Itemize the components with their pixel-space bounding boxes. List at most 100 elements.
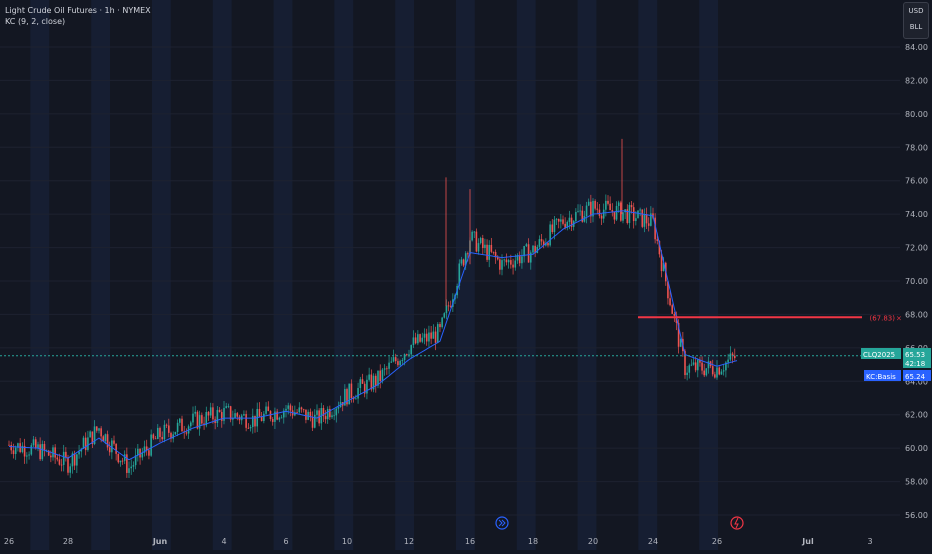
- candle: [316, 410, 318, 415]
- symbol-title[interactable]: Light Crude Oil Futures · 1h · NYMEX: [5, 6, 151, 15]
- candle: [386, 368, 388, 370]
- candle: [596, 208, 599, 210]
- candle: [21, 445, 24, 453]
- currency-usd[interactable]: USD: [908, 7, 924, 15]
- candle: [408, 354, 410, 356]
- time-axis: 26 28 Jun 4 6 10 12 16 18 20 24 26 Jul 3: [4, 537, 873, 546]
- candle: [168, 425, 170, 433]
- horizontal-line-label: (67.83): [869, 314, 895, 322]
- indicator-title[interactable]: KC (9, 2, close): [5, 17, 66, 26]
- candle: [372, 375, 375, 390]
- candle: [176, 422, 179, 432]
- candle: [331, 415, 333, 418]
- candle: [505, 259, 508, 263]
- horizontal-line-remove-icon[interactable]: ×: [896, 314, 902, 322]
- candle: [447, 305, 450, 307]
- candle: [278, 417, 281, 420]
- price-tick-label: 82.00: [905, 76, 928, 85]
- candle: [165, 424, 168, 426]
- candle: [282, 410, 285, 418]
- candle: [477, 243, 480, 252]
- kc-basis-label: KC:Basis: [866, 373, 896, 381]
- candle: [560, 219, 562, 222]
- candle: [467, 253, 469, 255]
- candle: [733, 355, 736, 359]
- candle: [98, 428, 100, 431]
- candle: [229, 406, 232, 420]
- session-band: [30, 0, 50, 550]
- candle: [73, 453, 76, 466]
- time-tick-label: 24: [648, 537, 658, 546]
- candle: [434, 331, 437, 343]
- candle: [566, 221, 569, 228]
- candle: [305, 409, 307, 420]
- candle: [19, 443, 21, 453]
- candle: [265, 406, 267, 414]
- candle: [731, 353, 734, 356]
- candle: [280, 417, 283, 419]
- candle: [501, 260, 503, 270]
- candle: [492, 251, 495, 253]
- candle: [313, 414, 316, 428]
- candle: [227, 406, 230, 408]
- price-tick-label: 76.00: [905, 177, 928, 186]
- time-tick-label: 16: [465, 537, 475, 546]
- candle: [694, 362, 697, 371]
- time-tick-label: 20: [588, 537, 598, 546]
- price-tick-label: 60.00: [905, 444, 928, 453]
- candle: [117, 453, 120, 463]
- last-price-tag: CLQ2025 65.53 42:18: [861, 348, 931, 368]
- candle: [115, 443, 117, 454]
- candle: [598, 209, 601, 216]
- candle: [479, 238, 482, 244]
- event-marker-left[interactable]: [495, 516, 509, 530]
- candle: [111, 440, 113, 453]
- candle: [611, 210, 614, 212]
- candle: [236, 413, 239, 417]
- currency-bll[interactable]: BLL: [909, 23, 923, 31]
- event-marker-right[interactable]: [730, 516, 744, 530]
- currency-selector[interactable]: USD BLL: [903, 2, 929, 39]
- candle: [60, 464, 63, 466]
- candle: [134, 455, 137, 466]
- candle: [363, 383, 366, 394]
- candle: [532, 245, 534, 253]
- candle: [499, 259, 501, 270]
- candle: [449, 306, 452, 307]
- candle: [267, 406, 270, 412]
- candle: [405, 354, 408, 356]
- candle: [76, 454, 78, 466]
- candle: [557, 218, 560, 222]
- candle: [699, 359, 701, 363]
- candle: [534, 245, 536, 253]
- candle: [30, 445, 33, 455]
- candle: [529, 252, 532, 263]
- candle: [394, 357, 397, 362]
- candle: [716, 367, 718, 378]
- candle: [628, 205, 631, 223]
- candle: [218, 409, 221, 413]
- candle: [152, 434, 155, 439]
- candle: [276, 411, 278, 420]
- candle: [430, 332, 432, 339]
- candle: [47, 450, 50, 456]
- lightning-icon[interactable]: [730, 516, 744, 530]
- kc-basis-tag-bg: [864, 370, 901, 381]
- candle: [684, 351, 686, 376]
- candle: [410, 345, 413, 355]
- candle: [329, 408, 331, 418]
- candle: [562, 219, 564, 224]
- candle: [587, 201, 590, 206]
- session-band: [577, 0, 597, 550]
- candle: [102, 436, 105, 442]
- candle: [632, 207, 635, 222]
- candle: [475, 231, 478, 252]
- candle: [590, 201, 592, 217]
- price-tick-label: 58.00: [905, 478, 928, 487]
- candle: [622, 212, 624, 221]
- session-band: [456, 0, 475, 550]
- candle: [87, 437, 89, 451]
- candle: [579, 210, 581, 212]
